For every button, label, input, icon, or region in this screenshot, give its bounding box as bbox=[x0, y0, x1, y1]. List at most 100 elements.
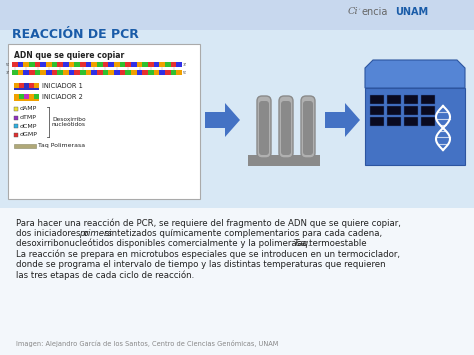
Bar bbox=[91, 62, 97, 67]
Polygon shape bbox=[365, 60, 465, 88]
Bar bbox=[148, 70, 154, 75]
Text: Imagen: Alejandro García de los Santos, Centro de Ciencias Genómicas, UNAM: Imagen: Alejandro García de los Santos, … bbox=[16, 340, 278, 347]
Bar bbox=[154, 62, 159, 67]
Bar bbox=[137, 70, 142, 75]
Text: Desoxirribo: Desoxirribo bbox=[52, 117, 86, 122]
Bar bbox=[370, 106, 384, 115]
Bar bbox=[18, 70, 23, 75]
Bar bbox=[86, 62, 91, 67]
Text: UNAM: UNAM bbox=[395, 7, 428, 17]
Bar bbox=[14, 88, 39, 89]
Text: 5': 5' bbox=[6, 62, 10, 66]
Text: 3': 3' bbox=[6, 71, 10, 75]
Bar bbox=[119, 70, 125, 75]
Bar bbox=[46, 62, 52, 67]
Bar bbox=[370, 117, 384, 126]
Bar bbox=[387, 106, 401, 115]
Bar bbox=[125, 70, 131, 75]
Bar bbox=[63, 70, 69, 75]
Bar bbox=[404, 106, 418, 115]
Bar bbox=[97, 70, 103, 75]
Bar bbox=[69, 70, 74, 75]
Bar bbox=[248, 158, 320, 166]
Bar bbox=[404, 117, 418, 126]
Bar bbox=[103, 70, 109, 75]
Text: INICIADOR 2: INICIADOR 2 bbox=[42, 94, 83, 100]
Bar bbox=[74, 70, 80, 75]
Bar bbox=[69, 62, 74, 67]
Bar bbox=[40, 70, 46, 75]
Bar bbox=[74, 62, 80, 67]
Bar bbox=[14, 94, 19, 99]
Bar bbox=[137, 62, 142, 67]
Bar bbox=[14, 99, 39, 100]
Bar bbox=[14, 115, 18, 120]
Bar bbox=[176, 62, 182, 67]
Bar bbox=[19, 94, 24, 99]
Bar bbox=[421, 106, 435, 115]
Bar bbox=[35, 62, 40, 67]
Text: ADN que se quiere copiar: ADN que se quiere copiar bbox=[14, 51, 124, 60]
Text: donde se programa el intervalo de tiempo y las distintas temperaturas que requie: donde se programa el intervalo de tiempo… bbox=[16, 260, 386, 269]
Text: dGMP: dGMP bbox=[20, 132, 38, 137]
FancyBboxPatch shape bbox=[259, 101, 269, 155]
Polygon shape bbox=[325, 103, 360, 137]
Text: dAMP: dAMP bbox=[20, 106, 37, 111]
FancyBboxPatch shape bbox=[301, 96, 315, 158]
Bar bbox=[80, 62, 86, 67]
Bar bbox=[131, 70, 137, 75]
Bar bbox=[52, 70, 57, 75]
Bar bbox=[91, 70, 97, 75]
Text: las tres etapas de cada ciclo de reacción.: las tres etapas de cada ciclo de reacció… bbox=[16, 271, 194, 280]
Bar bbox=[404, 95, 418, 104]
Text: La reacción se prepara en microtubos especiales que se introducen en un termocic: La reacción se prepara en microtubos esp… bbox=[16, 250, 400, 259]
Bar bbox=[176, 70, 182, 75]
Bar bbox=[0, 0, 474, 30]
Bar bbox=[142, 62, 148, 67]
Text: Ci: Ci bbox=[348, 7, 359, 16]
Text: 3': 3' bbox=[183, 62, 187, 66]
Bar bbox=[40, 62, 46, 67]
Bar bbox=[109, 70, 114, 75]
Bar bbox=[14, 124, 18, 128]
Bar bbox=[171, 62, 176, 67]
Bar bbox=[12, 70, 18, 75]
Text: desoxirribonucleótidos disponibles comercialmente y la polimerasa termoestable: desoxirribonucleótidos disponibles comer… bbox=[16, 239, 369, 248]
Bar bbox=[421, 117, 435, 126]
Bar bbox=[24, 94, 29, 99]
Text: Taq Polimerasa: Taq Polimerasa bbox=[38, 143, 85, 148]
Text: 5': 5' bbox=[183, 71, 187, 75]
Bar bbox=[18, 62, 23, 67]
Text: REACCIÓN DE PCR: REACCIÓN DE PCR bbox=[12, 28, 139, 42]
Bar bbox=[142, 70, 148, 75]
Bar bbox=[131, 62, 137, 67]
Bar bbox=[165, 70, 171, 75]
Bar bbox=[387, 117, 401, 126]
Bar bbox=[34, 94, 39, 99]
Bar bbox=[12, 62, 18, 67]
Bar bbox=[14, 132, 18, 137]
Bar bbox=[159, 70, 165, 75]
Bar bbox=[154, 70, 159, 75]
Bar bbox=[14, 83, 19, 88]
Text: primers: primers bbox=[79, 229, 112, 237]
FancyBboxPatch shape bbox=[8, 44, 200, 199]
Bar bbox=[370, 95, 384, 104]
Bar bbox=[14, 107, 18, 111]
Bar bbox=[52, 62, 57, 67]
Bar bbox=[0, 208, 474, 355]
Bar bbox=[103, 62, 109, 67]
FancyBboxPatch shape bbox=[257, 96, 271, 158]
Text: dos iniciadores o: dos iniciadores o bbox=[16, 229, 91, 237]
Bar bbox=[365, 88, 465, 165]
Bar bbox=[421, 95, 435, 104]
Bar bbox=[24, 83, 29, 88]
Bar bbox=[23, 62, 29, 67]
Bar bbox=[35, 70, 40, 75]
Bar bbox=[29, 70, 35, 75]
Bar bbox=[248, 155, 320, 158]
FancyBboxPatch shape bbox=[281, 101, 291, 155]
Bar bbox=[114, 70, 119, 75]
Bar bbox=[109, 62, 114, 67]
Bar bbox=[97, 62, 103, 67]
